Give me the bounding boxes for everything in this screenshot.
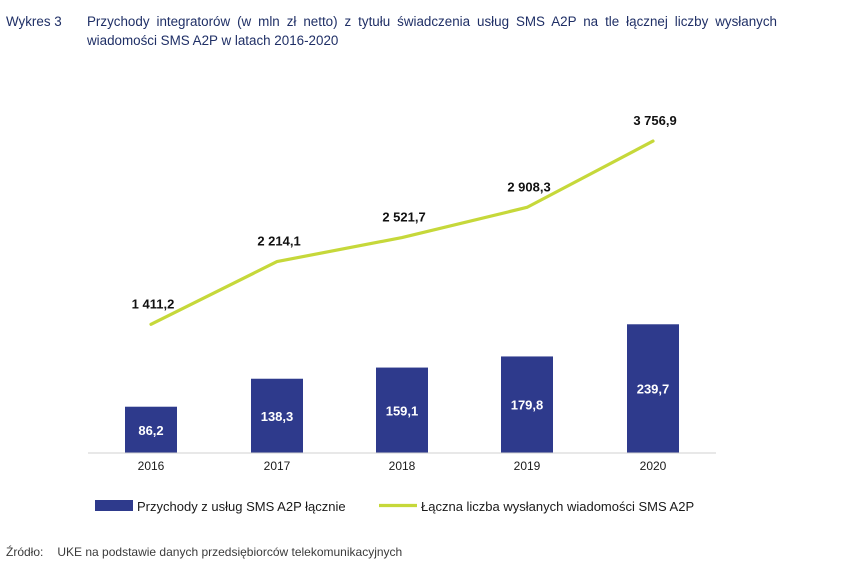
bar-2017 (251, 378, 303, 453)
bar-2016 (125, 406, 177, 453)
line-label-2016: 1 411,2 (132, 296, 175, 311)
legend-bar-swatch (95, 500, 133, 511)
line-value-labels: 1 411,2 2 214,1 2 521,7 2 908,3 3 756,9 (132, 113, 677, 311)
x-tick-2019: 2019 (514, 459, 541, 473)
x-tick-2018: 2018 (389, 459, 416, 473)
legend-bar-label: Przychody z usług SMS A2P łącznie (137, 499, 346, 514)
bar-label-2020: 239,7 (637, 382, 670, 397)
x-tick-2017: 2017 (264, 459, 291, 473)
line-path (149, 139, 655, 326)
line-label-2017: 2 214,1 (257, 234, 300, 249)
line-label-2018: 2 521,7 (382, 210, 425, 225)
bar-2020 (627, 324, 679, 453)
bar-label-2018: 159,1 (386, 403, 419, 418)
source-text: UKE na podstawie danych przedsiębiorców … (57, 545, 403, 559)
bar-label-2017: 138,3 (261, 409, 294, 424)
bar-2018 (376, 367, 428, 453)
line-label-2019: 2 908,3 (507, 179, 550, 194)
bar-label-2019: 179,8 (511, 398, 544, 413)
bar-series (125, 324, 679, 453)
figure-number: Wykres 3 (6, 14, 62, 29)
source-label: Źródło: (6, 545, 44, 559)
bar-label-2016: 86,2 (138, 423, 163, 438)
x-tick-2016: 2016 (138, 459, 165, 473)
legend: Przychody z usług SMS A2P łącznie Łączna … (95, 499, 694, 514)
x-axis-tick-labels: 2016 2017 2018 2019 2020 (138, 459, 667, 473)
line-label-2020: 3 756,9 (633, 113, 676, 128)
x-tick-2020: 2020 (640, 459, 667, 473)
bar-value-labels: 86,2 138,3 159,1 179,8 239,7 (138, 382, 669, 438)
legend-line-label: Łączna liczba wysłanych wiadomości SMS A… (421, 499, 694, 514)
bar-2019 (501, 356, 553, 453)
chart-title: Przychody integratorów (w mln zł netto) … (87, 14, 777, 48)
source-note: Źródło: UKE na podstawie danych przedsięb… (6, 545, 402, 559)
line-series (149, 139, 655, 326)
